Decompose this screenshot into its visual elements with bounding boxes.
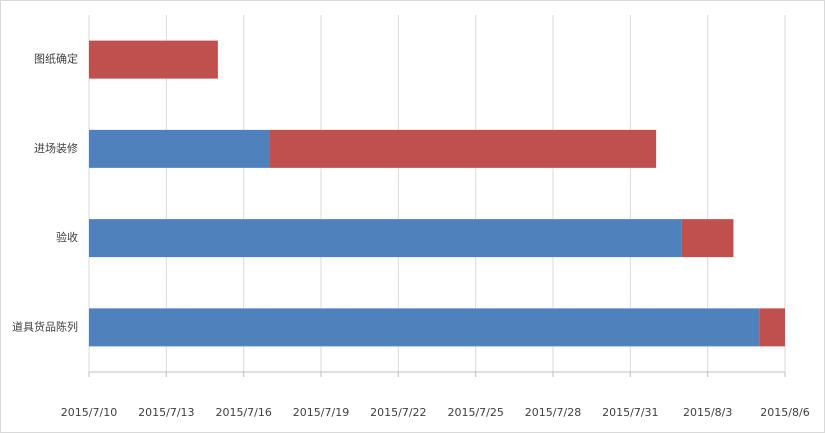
x-tick-label: 2015/7/28 [525,406,581,419]
bar-segment [89,129,270,168]
y-tick-label: 验收 [56,230,78,244]
x-tick-label: 2015/7/25 [447,406,503,419]
x-tick-label: 2015/7/16 [215,406,271,419]
bar-segment [89,40,218,79]
y-tick-label: 进场装修 [34,141,78,155]
bar-segment [89,219,682,258]
x-tick-label: 2015/7/10 [61,406,117,419]
x-tick-label: 2015/7/13 [138,406,194,419]
y-tick-label: 图纸确定 [34,52,78,66]
bar-segment [89,308,760,347]
x-tick-label: 2015/8/6 [760,406,809,419]
bar-segment [269,129,657,168]
y-tick-label: 道具货品陈列 [12,319,78,333]
x-tick-label: 2015/7/19 [293,406,349,419]
x-tick-label: 2015/7/22 [370,406,426,419]
bar-segment [681,219,734,258]
bar-segment [759,308,785,347]
x-tick-label: 2015/8/3 [683,406,732,419]
x-tick-label: 2015/7/31 [602,406,658,419]
